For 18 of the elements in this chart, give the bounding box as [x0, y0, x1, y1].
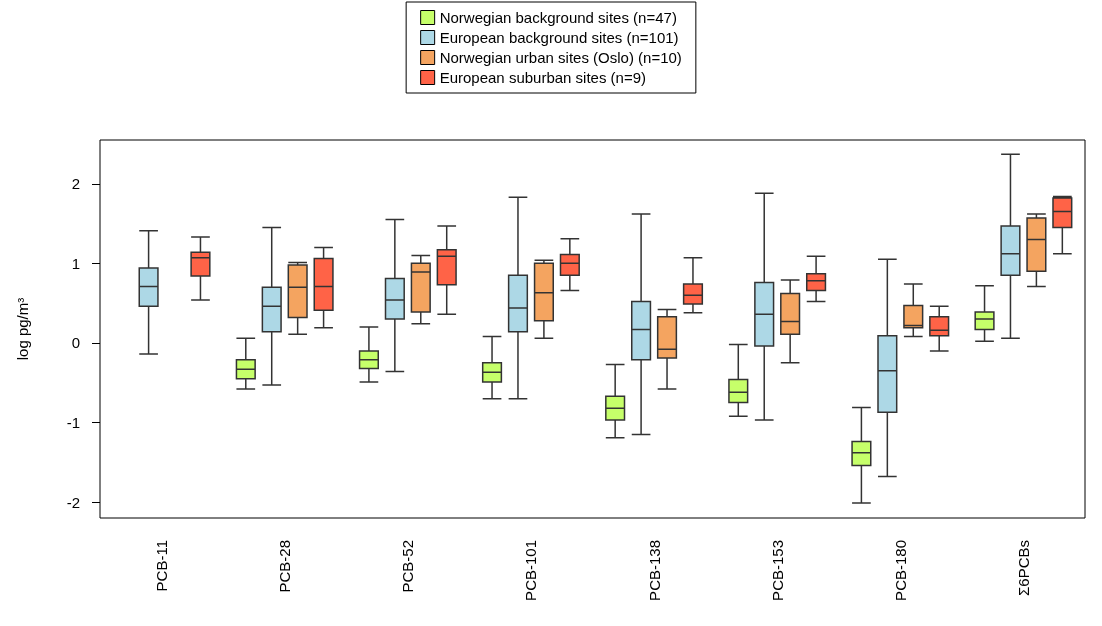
- x-tick-label: PCB-11: [153, 540, 171, 592]
- x-tick-label: PCB-101: [522, 540, 540, 601]
- x-tick-label: Σ6PCBs: [1014, 540, 1032, 596]
- x-tick-label: PCB-28: [276, 540, 294, 593]
- x-tick-label: PCB-138: [645, 540, 663, 601]
- legend-label: European background sites (n=101): [439, 29, 679, 46]
- y-axis-title: log pg/m³: [14, 297, 31, 361]
- x-tick-label: PCB-180: [891, 540, 909, 601]
- x-tick-label: PCB-52: [399, 540, 417, 593]
- y-tick-label: 1: [71, 254, 80, 272]
- y-tick-label: 2: [71, 175, 80, 193]
- legend-label: Norwegian urban sites (Oslo) (n=10): [439, 49, 682, 66]
- y-tick-label: 0: [71, 334, 80, 352]
- legend-label: European suburban sites (n=9): [439, 69, 647, 86]
- y-tick-label: -2: [66, 493, 80, 511]
- y-tick-label: -1: [66, 414, 80, 432]
- legend-label: Norwegian background sites (n=47): [439, 9, 677, 26]
- x-tick-label: PCB-153: [768, 540, 786, 601]
